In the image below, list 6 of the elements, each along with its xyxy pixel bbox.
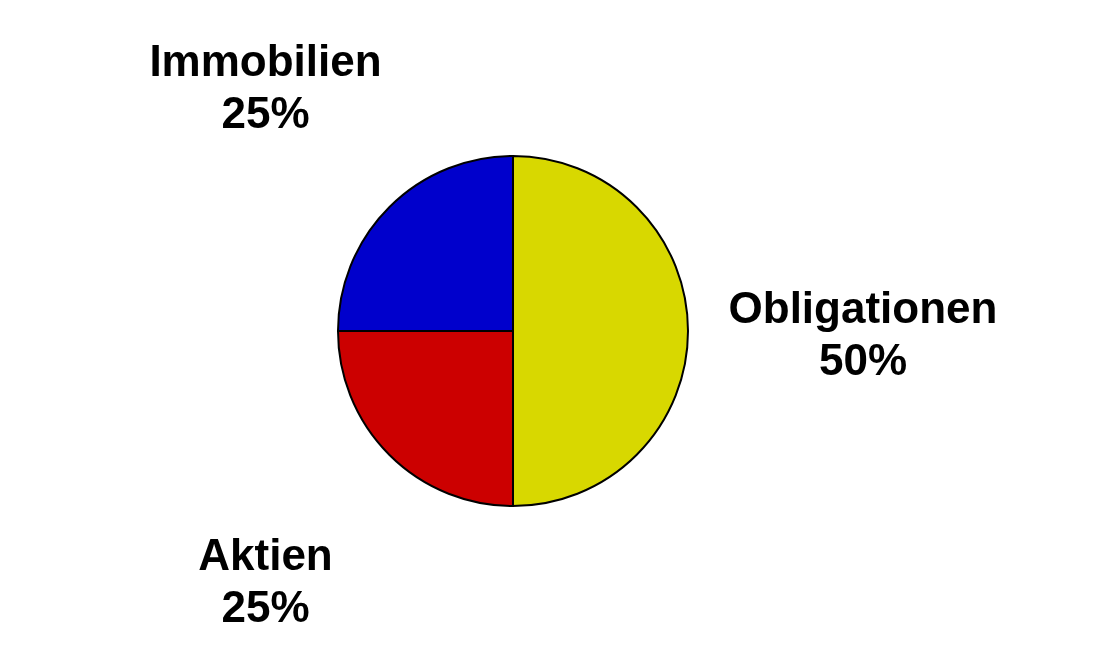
- data-label: 25%: [221, 87, 310, 137]
- data-label: 25%: [221, 582, 310, 632]
- data-label: 50%: [818, 335, 908, 384]
- slice-label: Aktien: [198, 530, 333, 580]
- slice-label: Obligationen: [728, 283, 998, 332]
- slice-label: Immobilien: [149, 35, 382, 85]
